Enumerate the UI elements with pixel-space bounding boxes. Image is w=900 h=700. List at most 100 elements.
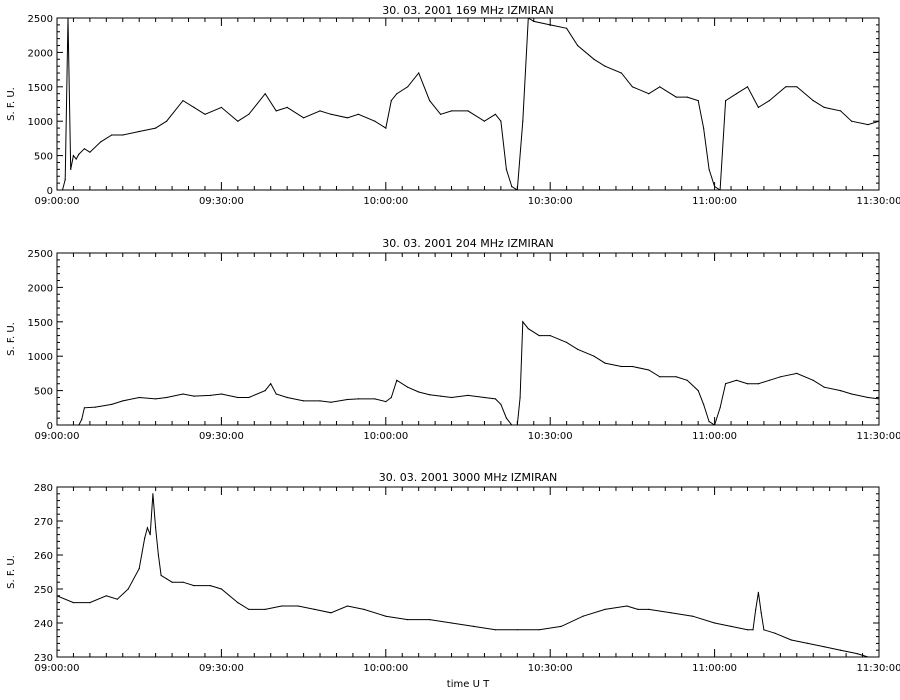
data-point (83, 148, 85, 150)
data-point (752, 629, 754, 631)
data-point (511, 186, 513, 188)
x-tick-label: 10:30:00 (528, 663, 573, 674)
x-tick-label: 11:00:00 (692, 663, 737, 674)
plot-frame (56, 486, 880, 658)
y-tick-label: 230 (34, 653, 53, 664)
data-point (878, 398, 879, 400)
series-line (57, 18, 879, 190)
data-point (807, 642, 809, 645)
data-point (823, 106, 825, 108)
x-tick-label: 09:30:00 (199, 431, 244, 442)
data-point (768, 379, 771, 381)
data-point (407, 619, 409, 621)
data-point (760, 612, 762, 614)
data-point (812, 100, 814, 102)
chart-title: 30. 03. 2001 3000 MHz IZMIRAN (379, 471, 557, 484)
data-point (182, 393, 184, 395)
y-tick-label: 1500 (28, 83, 53, 94)
data-point (516, 424, 518, 425)
data-point (94, 406, 96, 408)
data-point (374, 398, 376, 400)
data-point (70, 168, 72, 170)
data-point (248, 113, 250, 115)
data-point (522, 120, 524, 122)
data-point (527, 328, 529, 330)
data-point (604, 362, 606, 364)
data-point (500, 403, 502, 405)
data-point (319, 110, 321, 112)
data-point (823, 646, 825, 648)
data-point (494, 398, 496, 400)
data-point (527, 18, 529, 19)
data-point (451, 396, 453, 399)
data-point (357, 398, 359, 400)
data-point (500, 120, 502, 122)
data-point (155, 527, 157, 529)
y-axis-label: S. F. U. (6, 87, 17, 121)
data-point (851, 393, 853, 395)
data-point (697, 100, 699, 102)
data-point (774, 632, 776, 634)
data-point (840, 110, 842, 112)
data-point (659, 86, 661, 88)
series-line (57, 320, 879, 425)
data-point (620, 72, 623, 74)
data-point (286, 396, 288, 399)
data-point (209, 585, 211, 587)
data-point (193, 585, 195, 587)
data-point (89, 602, 91, 604)
data-point (703, 403, 705, 405)
data-point (385, 401, 387, 403)
data-point (451, 622, 453, 624)
x-tick-label: 11:00:00 (692, 196, 737, 207)
data-point (719, 407, 721, 409)
y-tick-label: 2000 (28, 283, 53, 294)
data-point (746, 86, 749, 88)
data-point (467, 110, 469, 112)
data-point (708, 421, 710, 423)
data-point (204, 113, 206, 115)
data-point (166, 120, 168, 122)
data-point (708, 168, 710, 170)
data-point (67, 424, 69, 425)
chart-title: 30. 03. 2001 169 MHz IZMIRAN (382, 4, 553, 17)
data-point (390, 100, 392, 102)
data-point (270, 383, 272, 385)
data-point (407, 86, 409, 88)
data-point (330, 612, 332, 614)
data-point (116, 598, 118, 600)
data-point (67, 18, 69, 19)
data-point (127, 588, 129, 590)
data-point (867, 396, 869, 399)
data-point (390, 396, 392, 399)
data-point (577, 44, 579, 47)
data-point (111, 134, 113, 136)
data-point (757, 106, 760, 108)
data-point (149, 534, 151, 536)
data-point (757, 591, 760, 594)
data-point (823, 386, 825, 388)
data-point (363, 608, 365, 611)
data-point (193, 106, 195, 108)
data-point (78, 153, 80, 155)
data-point (89, 151, 91, 153)
data-point (735, 379, 738, 381)
y-tick-label: 0 (47, 186, 53, 197)
x-tick-label: 11:00:00 (692, 431, 737, 442)
data-point (396, 379, 398, 381)
data-point (237, 602, 239, 604)
data-point (686, 379, 688, 381)
data-point (763, 629, 765, 631)
data-point (593, 355, 595, 357)
data-point (675, 96, 677, 98)
data-point (856, 653, 858, 655)
data-point (725, 383, 727, 385)
y-tick-label: 1500 (28, 318, 53, 329)
y-tick-label: 500 (34, 387, 53, 398)
x-tick-label: 09:30:00 (199, 196, 244, 207)
y-tick-label: 2500 (28, 249, 53, 260)
data-point (494, 629, 496, 631)
x-tick-label: 10:00:00 (363, 663, 408, 674)
data-point (494, 113, 496, 115)
